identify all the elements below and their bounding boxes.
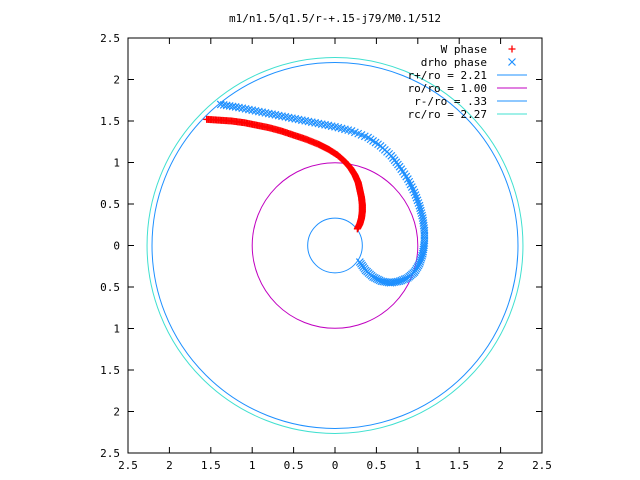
x-tick-label: 2.5 xyxy=(118,459,138,472)
axis-ticks: 2.5 2 1.5 1 0.5 0 0.5 1 1.5 2 2.52.521.510.500.511… xyxy=(100,32,552,472)
reference-circles xyxy=(146,57,524,434)
drho-phase-marker xyxy=(412,193,421,202)
legend-label: r+/ro = 2.21 xyxy=(408,69,487,82)
drho-phase-marker xyxy=(355,258,364,267)
legend-symbol xyxy=(508,58,516,66)
y-tick-label: 1 xyxy=(113,323,120,336)
x-tick-label: 2.5 xyxy=(532,459,552,472)
x-tick-label: 1.5 xyxy=(201,459,221,472)
x-tick-label: 1 xyxy=(414,459,421,472)
y-tick-label: 2.5 xyxy=(100,447,120,460)
y-tick-label: 2.5 xyxy=(100,32,120,45)
x-tick-label: 0.5 xyxy=(366,459,386,472)
drho-phase-marker xyxy=(413,196,422,205)
y-tick-label: 2 xyxy=(113,406,120,419)
drho-phase-marker xyxy=(417,209,426,218)
drho-phase-marker xyxy=(228,102,237,111)
drho-phase-marker xyxy=(411,191,420,199)
x-tick-label: 0.5 xyxy=(284,459,304,472)
x-tick-label: 0 xyxy=(332,459,339,472)
chart-title: m1/n1.5/q1.5/r-+.15-j79/M0.1/512 xyxy=(229,12,441,25)
drho-phase-marker xyxy=(416,206,425,215)
legend-label: r-/ro = .33 xyxy=(414,95,487,108)
w-phase-marker xyxy=(353,225,361,233)
legend-symbol xyxy=(508,45,516,53)
x-tick-label: 2 xyxy=(166,459,173,472)
reference-circle xyxy=(307,217,363,274)
legend-label: rc/ro = 2.27 xyxy=(408,108,487,121)
y-tick-label: 2 xyxy=(113,74,120,87)
y-tick-label: 0.5 xyxy=(100,281,120,294)
y-tick-label: 1.5 xyxy=(100,115,120,128)
legend-label: drho phase xyxy=(421,56,487,69)
x-tick-label: 1.5 xyxy=(449,459,469,472)
y-tick-label: 0 xyxy=(113,240,120,253)
y-tick-label: 1.5 xyxy=(100,364,120,377)
data-markers xyxy=(203,100,429,287)
reference-circle xyxy=(251,162,419,329)
y-tick-label: 0.5 xyxy=(100,198,120,211)
legend-label: ro/ro = 1.00 xyxy=(408,82,487,95)
drho-phase-marker xyxy=(415,201,424,210)
legend-label: W phase xyxy=(441,43,487,56)
y-tick-label: 1 xyxy=(113,157,120,170)
drho-phase-marker xyxy=(410,188,419,197)
drho-phase-marker xyxy=(414,199,423,207)
reference-circle xyxy=(151,62,519,429)
x-tick-label: 2 xyxy=(497,459,504,472)
x-tick-label: 1 xyxy=(249,459,256,472)
drho-phase-marker xyxy=(416,204,425,213)
reference-circle xyxy=(146,57,524,434)
